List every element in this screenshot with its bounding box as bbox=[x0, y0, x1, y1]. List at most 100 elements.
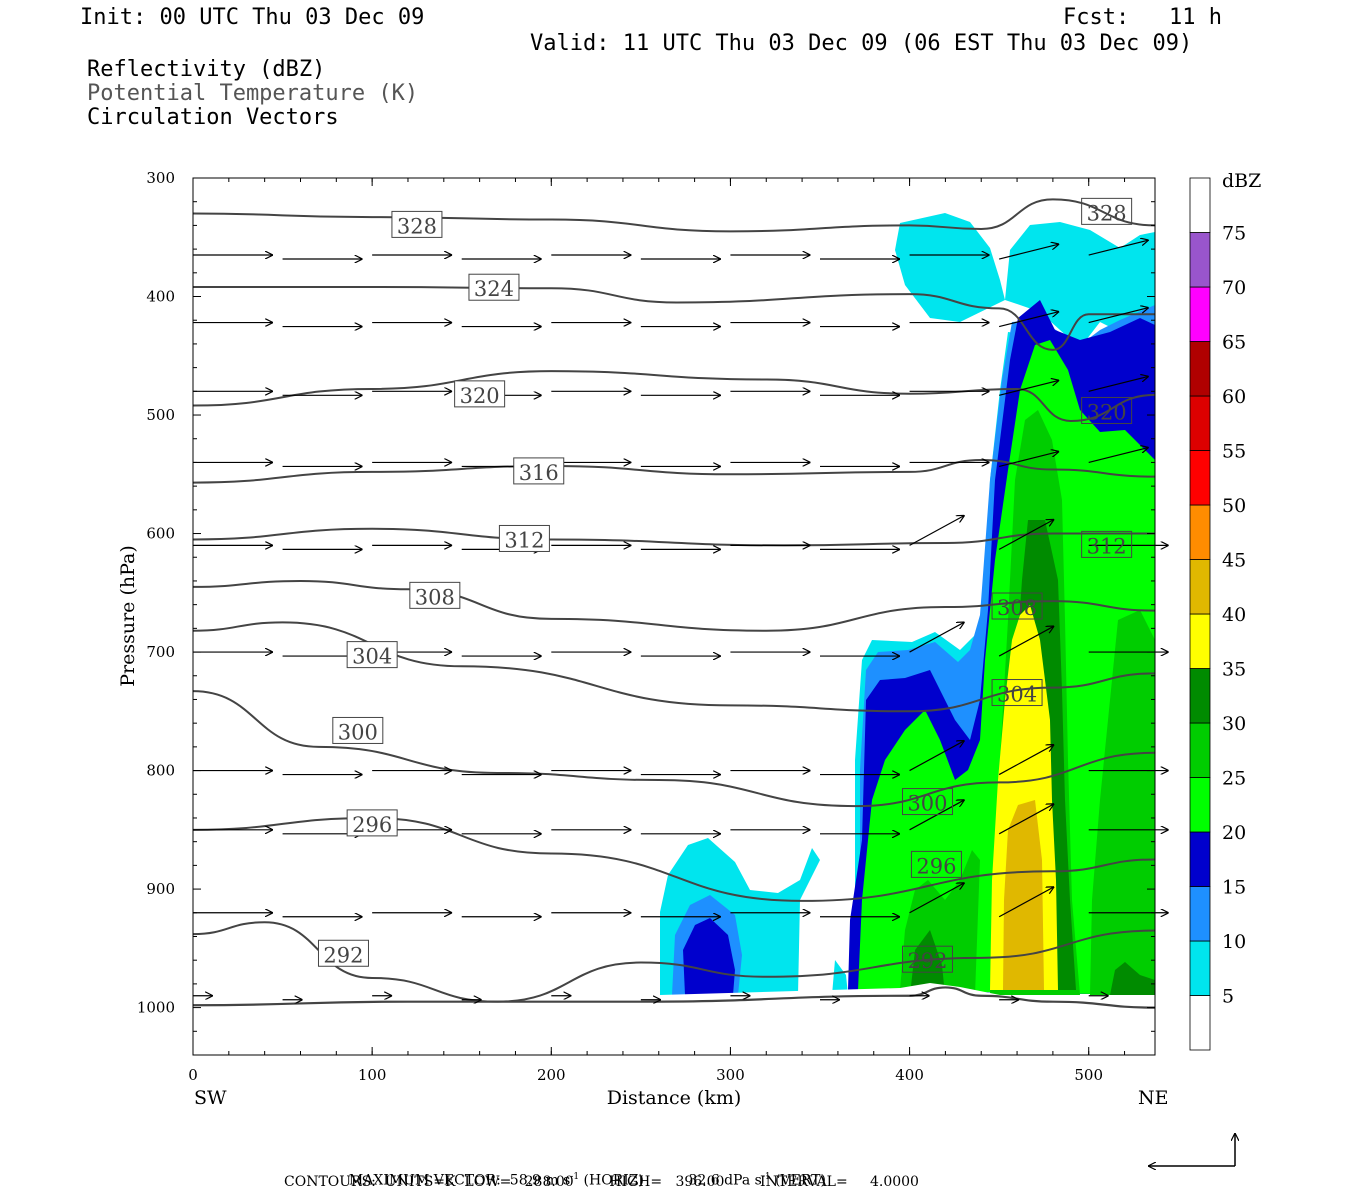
x-tick-label: 0 bbox=[188, 1066, 198, 1084]
theta-label-box bbox=[332, 716, 384, 744]
theta-label-box bbox=[901, 945, 953, 973]
y-tick-label: 800 bbox=[146, 762, 175, 780]
colorbar-swatch bbox=[1189, 341, 1211, 397]
theta-contour-292 bbox=[192, 921, 1156, 1003]
vector-arrow bbox=[998, 745, 1054, 776]
colorbar-swatch bbox=[1189, 995, 1211, 1051]
colorbar-swatch bbox=[1189, 613, 1211, 669]
colorbar-label: 75 bbox=[1222, 223, 1246, 245]
vector-arrow bbox=[998, 244, 1059, 260]
axes: 300 400 500 600 700 800 900 1000 0 100 200 300 400 50… bbox=[137, 169, 1155, 1084]
theta-contour-lines bbox=[192, 198, 1156, 1009]
colorbar-label: 50 bbox=[1222, 495, 1246, 517]
theta-contour-312 bbox=[192, 527, 1155, 547]
colorbar-swatch bbox=[1189, 177, 1211, 233]
vector-arrow bbox=[998, 887, 1054, 918]
y-tick-label: 400 bbox=[146, 288, 175, 306]
colorbar-title: dBZ bbox=[1222, 170, 1261, 192]
theta-label-312: 312 bbox=[504, 528, 544, 552]
theta-label-box bbox=[498, 524, 550, 552]
theta-label-300: 300 bbox=[338, 720, 378, 744]
field-potential-temperature: Potential Temperature (K) bbox=[87, 81, 419, 106]
theta-contour-316 bbox=[192, 459, 1156, 484]
theta-label-320: 320 bbox=[460, 384, 500, 408]
vector-arrow bbox=[998, 519, 1054, 550]
colorbar-label: 45 bbox=[1222, 550, 1246, 572]
colorbar-swatch bbox=[1189, 450, 1211, 506]
vector-arrow bbox=[998, 451, 1059, 468]
colorbar-label: 20 bbox=[1222, 822, 1246, 844]
reflectivity-colorbar: 5 10 15 20 25 30 35 40 45 50 55 60 65 70 75 bbox=[1189, 177, 1246, 1051]
theta-contour-320 bbox=[192, 370, 1156, 422]
colorbar-swatch bbox=[1189, 232, 1211, 288]
x-right-label: NE bbox=[1138, 1087, 1169, 1109]
y-tick-label: 700 bbox=[146, 643, 175, 661]
colorbar-label: 5 bbox=[1222, 986, 1234, 1008]
colorbar-swatch bbox=[1189, 395, 1211, 451]
vector-arrow bbox=[909, 883, 965, 914]
theta-label-292: 292 bbox=[323, 943, 363, 967]
y-tick-label: 600 bbox=[146, 525, 175, 543]
theta-label-320: 320 bbox=[1087, 400, 1127, 424]
theta-label-296: 296 bbox=[916, 854, 956, 878]
y-tick-label: 300 bbox=[146, 169, 175, 187]
theta-label-300: 300 bbox=[907, 792, 947, 816]
colorbar-label: 35 bbox=[1222, 659, 1246, 681]
vector-arrow bbox=[1088, 240, 1149, 256]
theta-label-box bbox=[317, 939, 369, 967]
vector-arrow bbox=[909, 515, 965, 546]
theta-label-box bbox=[468, 273, 520, 301]
forecast-hour: Fcst: 11 h bbox=[1063, 5, 1222, 30]
colorbar-label: 65 bbox=[1222, 332, 1246, 354]
theta-label-box bbox=[1081, 197, 1133, 225]
theta-label-328: 328 bbox=[1087, 201, 1127, 225]
field-circulation-vectors: Circulation Vectors bbox=[87, 105, 339, 130]
theta-label-304: 304 bbox=[352, 645, 392, 669]
colorbar-label: 70 bbox=[1222, 277, 1246, 299]
theta-label-308: 308 bbox=[415, 585, 455, 609]
theta-label-292: 292 bbox=[907, 949, 947, 973]
theta-label-box bbox=[346, 809, 398, 837]
theta-label-316: 316 bbox=[519, 461, 559, 485]
colorbar-label: 60 bbox=[1222, 386, 1246, 408]
theta-label-box bbox=[991, 592, 1043, 620]
x-tick-label: 500 bbox=[1074, 1066, 1103, 1084]
theta-label-304: 304 bbox=[997, 683, 1037, 707]
colorbar-swatch bbox=[1189, 504, 1211, 560]
colorbar-label: 55 bbox=[1222, 441, 1246, 463]
theta-label-box bbox=[513, 457, 565, 485]
colorbar-label: 10 bbox=[1222, 931, 1246, 953]
theta-label-box bbox=[1081, 396, 1133, 424]
colorbar-swatch bbox=[1189, 940, 1211, 996]
theta-label-312: 312 bbox=[1087, 534, 1127, 558]
field-reflectivity: Reflectivity (dBZ) bbox=[87, 57, 326, 82]
valid-time: Valid: 11 UTC Thu 03 Dec 09 (06 EST Thu … bbox=[530, 31, 1193, 56]
theta-contour-labels: 328 328 324 320 320 316 312 312 308 308 304 304 300 3… bbox=[317, 197, 1133, 973]
theta-label-box bbox=[391, 210, 443, 238]
colorbar-swatch bbox=[1189, 668, 1211, 724]
x-left-label: SW bbox=[194, 1087, 227, 1109]
colorbar-swatch bbox=[1189, 722, 1211, 778]
colorbar-swatch bbox=[1189, 886, 1211, 942]
theta-label-box bbox=[346, 641, 398, 669]
plot-frame bbox=[192, 177, 1156, 1056]
theta-label-328: 328 bbox=[397, 214, 437, 238]
y-tick-label: 1000 bbox=[137, 999, 175, 1017]
theta-label-296: 296 bbox=[352, 813, 392, 837]
vector-arrow bbox=[998, 626, 1054, 657]
x-tick-label: 300 bbox=[716, 1066, 745, 1084]
theta-label-324: 324 bbox=[474, 277, 514, 301]
vector-arrow bbox=[909, 741, 965, 772]
x-tick-label: 200 bbox=[537, 1066, 566, 1084]
vector-arrow bbox=[1088, 308, 1149, 324]
colorbar-swatch bbox=[1189, 559, 1211, 615]
y-tick-label: 500 bbox=[146, 406, 175, 424]
contours-note: CONTOURS: UNITS=K LOW= 288.00 HIGH= 396.… bbox=[284, 1174, 919, 1190]
theta-contour-304 bbox=[192, 621, 1156, 713]
y-axis-label: Pressure (hPa) bbox=[117, 545, 139, 687]
theta-label-box bbox=[454, 380, 506, 408]
max-vector-note: MAXIMUM VECTOR: 58.9 m s-1 (HORIZ) 32.6 … bbox=[348, 1172, 826, 1189]
reflectivity-fill bbox=[660, 213, 1155, 1055]
vector-arrow bbox=[998, 804, 1054, 835]
x-tick-label: 100 bbox=[358, 1066, 387, 1084]
